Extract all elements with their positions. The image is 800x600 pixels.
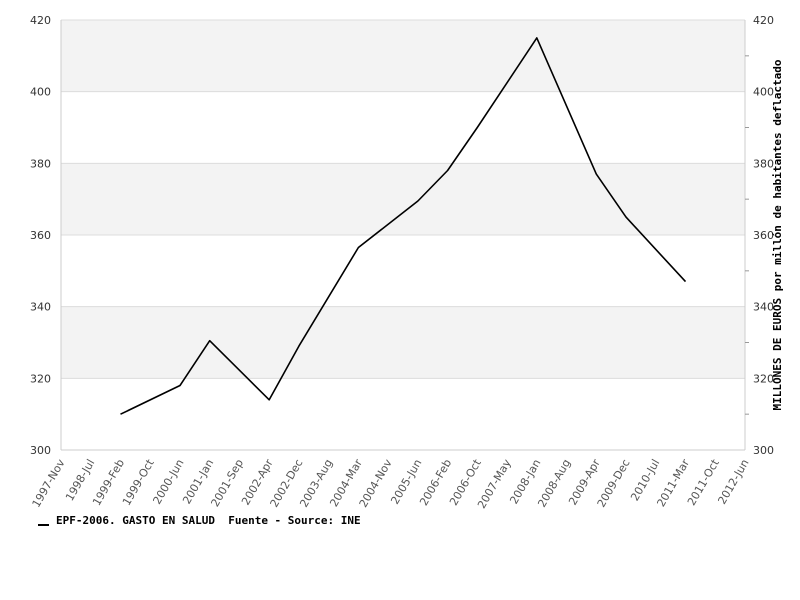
grid-band [61,163,745,235]
y-tick-label-left: 400 [30,86,51,99]
grid-bands [61,20,745,379]
y-tick-label-right: 340 [753,301,774,314]
legend-series-name: EPF-2006. GASTO EN SALUD [56,514,215,527]
grid-band [61,20,745,92]
legend: EPF-2006. GASTO EN SALUD Fuente - Source… [38,514,361,527]
x-tick-label: 1997-Nov [30,457,68,510]
y-axis-right-label: MILLONES DE EUROS por millón de habitant… [771,59,784,410]
y-tick-label-left: 340 [30,301,51,314]
x-axis-ticks: 1997-Nov1998-Jul1999-Feb1999-Oct2000-Jun… [30,456,752,510]
y-tick-label-right: 380 [753,157,774,170]
series-group [120,37,687,415]
y-tick-label-left: 320 [30,372,51,385]
y-axis-left-ticks: 300 320 340 360 380 400 420 [30,14,51,457]
grid-lines [61,19,745,451]
y-tick-label-left: 300 [30,444,51,457]
y-tick-label-left: 360 [30,229,51,242]
y-tick-label-left: 380 [30,157,51,170]
y-tick-label-right: 320 [753,372,774,385]
axes [60,20,746,451]
y-tick-label-right: 400 [753,86,774,99]
y-tick-label-right: 300 [753,444,774,457]
legend-line-swatch [38,523,49,526]
grid-band [61,306,745,379]
y-axis-right-ticks: 300 320 340 360 380 400 420 [745,14,774,457]
series-line [120,37,687,415]
y-tick-label-right: 360 [753,229,774,242]
y-tick-label-left: 420 [30,14,51,27]
legend-source: Fuente - Source: INE [228,514,361,527]
y-tick-label-right: 420 [753,14,774,27]
